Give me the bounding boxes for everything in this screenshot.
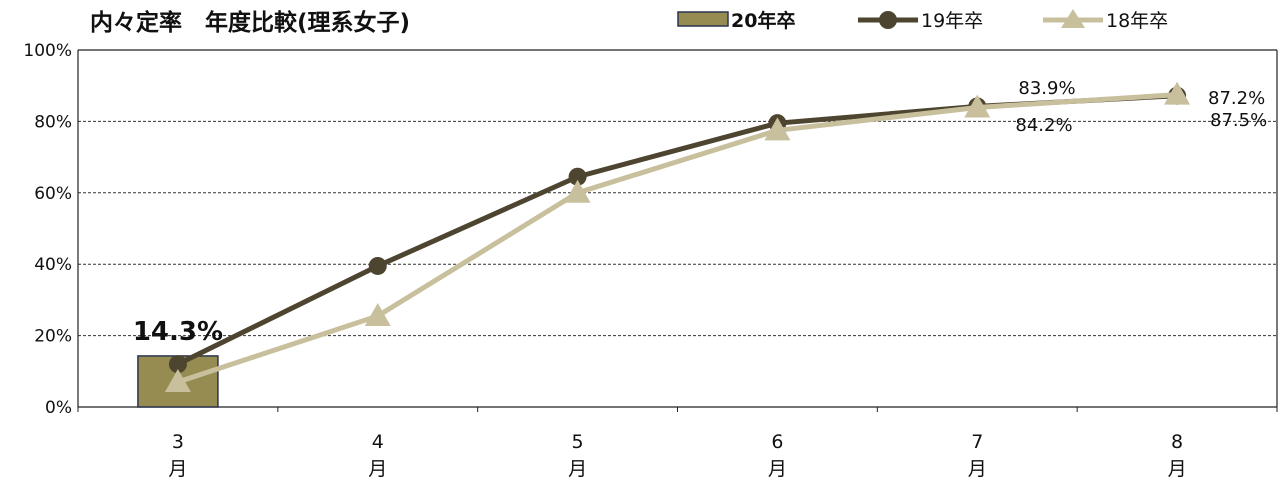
plot-area: 0% 20% 40% 60% 80% 100% 3 月 4 月 5 月 6 月 7 月 8 月 14.3% 83.9%… (23, 41, 1278, 480)
series-18-line (177, 92, 1178, 385)
x-tick-label: 3 (172, 431, 184, 453)
x-tick-label: 7 (971, 431, 983, 453)
y-tick-label: 0% (45, 398, 72, 418)
y-tick-label: 40% (34, 255, 72, 275)
x-tick-unit: 月 (368, 458, 387, 480)
series-18-marker (364, 302, 391, 326)
y-tick-label: 20% (34, 327, 72, 347)
x-tick-unit: 月 (568, 458, 587, 480)
y-tick-label: 100% (23, 41, 72, 61)
bar-data-label: 14.3% (133, 317, 223, 347)
series-18-marker (964, 94, 991, 118)
series-18-marker (164, 369, 191, 393)
legend-label-19: 19年卒 (921, 10, 983, 32)
series-18-marker (764, 117, 791, 141)
x-tick-unit: 月 (1168, 458, 1187, 480)
legend-marker-19 (879, 11, 897, 29)
y-tick-label: 80% (34, 112, 72, 132)
legend-marker-18 (1061, 9, 1085, 28)
series-19-marker (368, 256, 387, 275)
data-label: 84.2% (1015, 115, 1072, 136)
legend-bar-swatch (677, 11, 729, 27)
series-19-marker (168, 355, 187, 374)
data-label: 87.5% (1210, 110, 1267, 131)
series-18-marker (564, 179, 591, 203)
legend-item-20: 20年卒 (677, 9, 795, 32)
series-19-marker (568, 167, 587, 186)
x-tick-label: 8 (1171, 431, 1183, 453)
data-label: 83.9% (1018, 78, 1075, 99)
legend-label-18: 18年卒 (1106, 10, 1168, 32)
x-tick-label: 6 (771, 431, 783, 453)
x-tick-label: 5 (572, 431, 584, 453)
legend-item-19: 19年卒 (858, 10, 983, 32)
x-tick-unit: 月 (768, 458, 787, 480)
data-label: 87.2% (1208, 88, 1265, 109)
x-tick-label: 4 (372, 431, 384, 453)
legend-label-20: 20年卒 (731, 9, 795, 32)
y-tick-label: 60% (34, 184, 72, 204)
x-tick-unit: 月 (968, 458, 987, 480)
legend-item-18: 18年卒 (1043, 9, 1168, 32)
legend: 20年卒 19年卒 18年卒 (677, 9, 1168, 32)
x-tick-unit: 月 (168, 458, 187, 480)
series-18-marker (1164, 81, 1191, 105)
chart-title: 内々定率 年度比較(理系女子) (90, 9, 410, 36)
